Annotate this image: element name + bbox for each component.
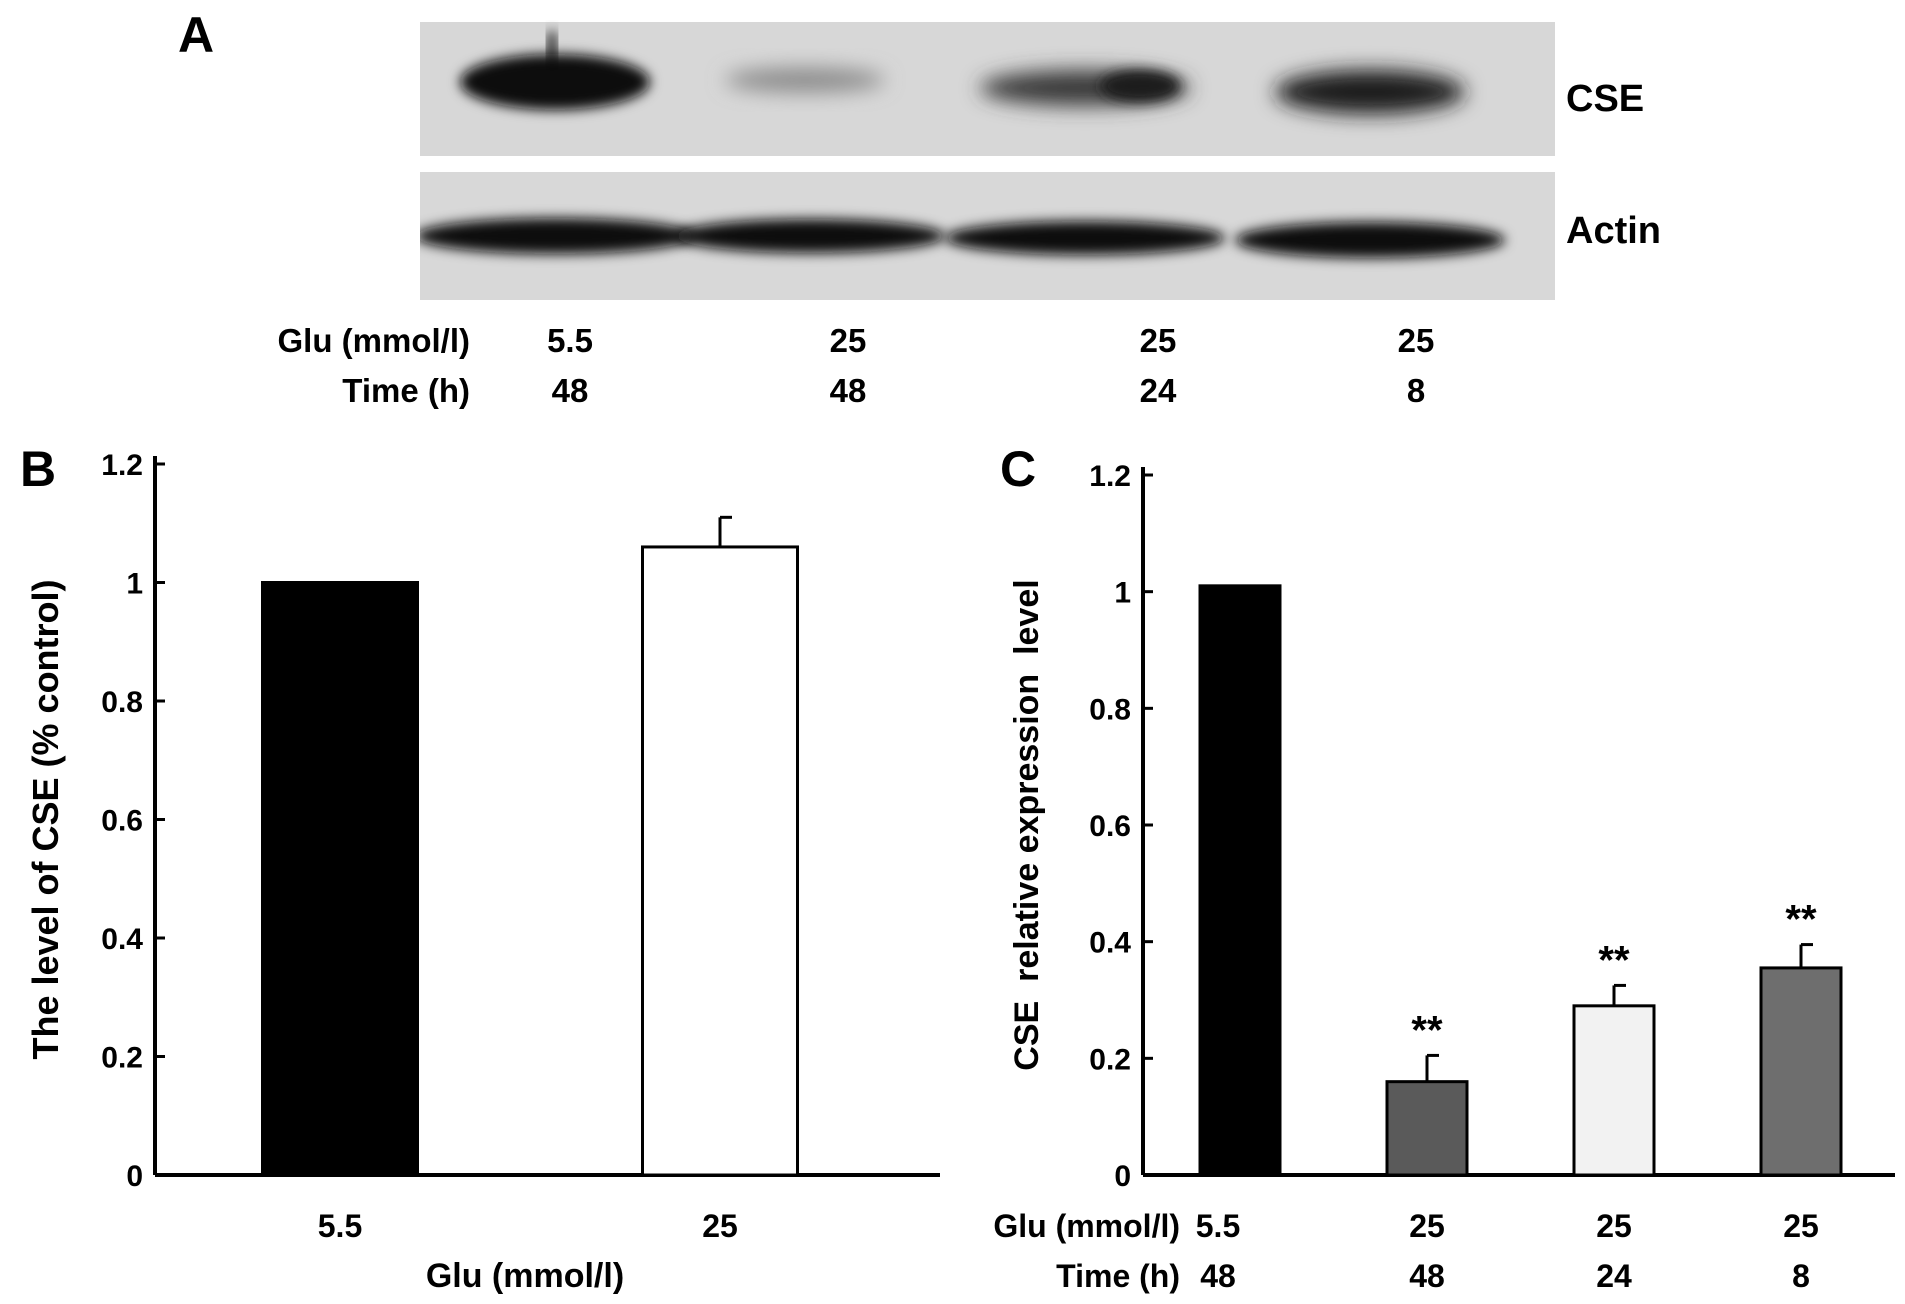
c-glu-tick-0: 5.5 — [1196, 1208, 1240, 1244]
c-time-tick-3: 8 — [1792, 1258, 1810, 1294]
panel-a-lane-3-time: 24 — [1139, 372, 1177, 409]
c-time-row-label: Time (h) — [1056, 1258, 1180, 1294]
significance-1: ** — [1411, 1008, 1443, 1052]
x-axis-label: Glu (mmol/l) — [426, 1257, 624, 1295]
c-time-tick-0: 48 — [1200, 1258, 1236, 1294]
bar-2 — [1572, 1004, 1656, 1177]
actin-blot-label: Actin — [1566, 210, 1661, 252]
c-glu-tick-3: 25 — [1783, 1208, 1819, 1244]
cse-band-lane-2 — [725, 68, 885, 92]
y-tick-label-6: 1.2 — [1089, 460, 1131, 493]
y-tick-label-2: 0.4 — [1089, 927, 1131, 960]
c-glu-tick-2: 25 — [1596, 1208, 1632, 1244]
bar-1 — [1385, 1080, 1469, 1177]
cse-band-lane-1 — [460, 54, 650, 110]
panel-a-letter: A — [178, 7, 215, 63]
x-tick-label-0: 5.5 — [318, 1208, 362, 1244]
y-tick-label-4: 0.8 — [101, 686, 143, 719]
bar-0 — [261, 581, 419, 1177]
bar-0 — [1198, 584, 1282, 1177]
panel-a-lane-4-glu: 25 — [1397, 322, 1435, 359]
y-tick-label-4: 0.8 — [1089, 693, 1131, 726]
cse-blot-label: CSE — [1566, 78, 1645, 120]
panel-a-lane-1-time: 48 — [551, 372, 589, 409]
panel-a-lane-4-time: 8 — [1406, 372, 1426, 409]
y-tick-label-5: 1 — [126, 568, 143, 601]
western-blot — [420, 22, 1555, 300]
panel-a-time-label: Time (h) — [342, 372, 470, 409]
actin-band-lane-1 — [420, 218, 695, 254]
bar-1 — [641, 545, 799, 1177]
c-time-tick-2: 24 — [1596, 1258, 1632, 1294]
panel-a-glu-label: Glu (mmol/l) — [277, 322, 471, 359]
actin-band-lane-3 — [945, 221, 1225, 255]
panel-a-lane-2-time: 48 — [829, 372, 867, 409]
panel-a-lane-2-glu: 25 — [829, 322, 867, 359]
x-tick-label-1: 25 — [702, 1208, 738, 1244]
panel-b-letter: B — [20, 441, 57, 497]
chart-c: 0 0.2 0.4 0.6 0.8 1 1.2 CSE relative expression… — [993, 460, 1895, 1294]
bar-3 — [1759, 966, 1843, 1177]
panel-a-lane-1-glu: 5.5 — [547, 322, 593, 359]
y-tick-label-1: 0.2 — [101, 1042, 143, 1075]
panel-a-lane-3-glu: 25 — [1139, 322, 1177, 359]
c-glu-row-label: Glu (mmol/l) — [993, 1208, 1180, 1244]
c-time-tick-1: 48 — [1409, 1258, 1445, 1294]
y-tick-label-0: 0 — [1114, 1160, 1131, 1193]
actin-band-lane-2 — [675, 219, 945, 253]
actin-band-lane-4 — [1235, 222, 1505, 258]
panel-c-letter: C — [1000, 441, 1037, 497]
y-tick-label-3: 0.6 — [101, 805, 143, 838]
significance-2: ** — [1598, 938, 1630, 982]
significance-3: ** — [1785, 898, 1817, 942]
y-tick-label-1: 0.2 — [1089, 1043, 1131, 1076]
y-tick-label-6: 1.2 — [101, 449, 143, 482]
cse-band-lane-4 — [1275, 70, 1465, 114]
y-tick-label-5: 1 — [1114, 577, 1131, 610]
y-tick-label-3: 0.6 — [1089, 810, 1131, 843]
chart-b: 0 0.2 0.4 0.6 0.8 1 1.2 The level of CSE (% con… — [25, 449, 940, 1295]
y-axis-label: The level of CSE (% control) — [25, 579, 66, 1059]
y-axis-label: CSE relative expression level — [1008, 579, 1046, 1070]
y-tick-label-2: 0.4 — [101, 923, 143, 956]
c-glu-tick-1: 25 — [1409, 1208, 1445, 1244]
y-tick-label-0: 0 — [126, 1160, 143, 1193]
